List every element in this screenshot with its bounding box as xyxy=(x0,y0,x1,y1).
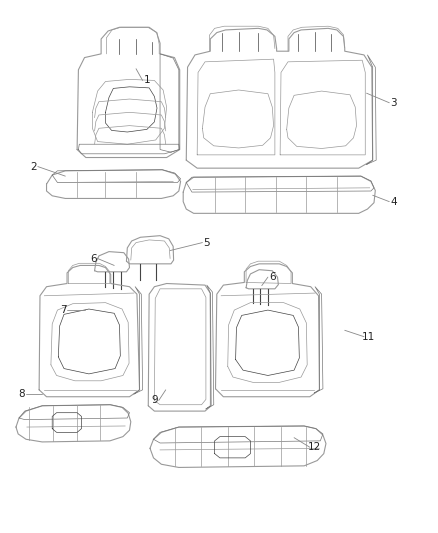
Text: 12: 12 xyxy=(307,442,321,452)
Text: 4: 4 xyxy=(390,197,397,207)
Text: 5: 5 xyxy=(204,238,210,247)
Text: 1: 1 xyxy=(144,76,150,85)
Text: 9: 9 xyxy=(151,395,158,406)
Text: 8: 8 xyxy=(18,389,25,399)
Text: 2: 2 xyxy=(30,161,37,172)
Text: 7: 7 xyxy=(60,305,67,315)
Text: 3: 3 xyxy=(390,98,397,108)
Text: 6: 6 xyxy=(90,254,96,263)
Text: 6: 6 xyxy=(269,272,276,282)
Text: 11: 11 xyxy=(362,332,375,342)
